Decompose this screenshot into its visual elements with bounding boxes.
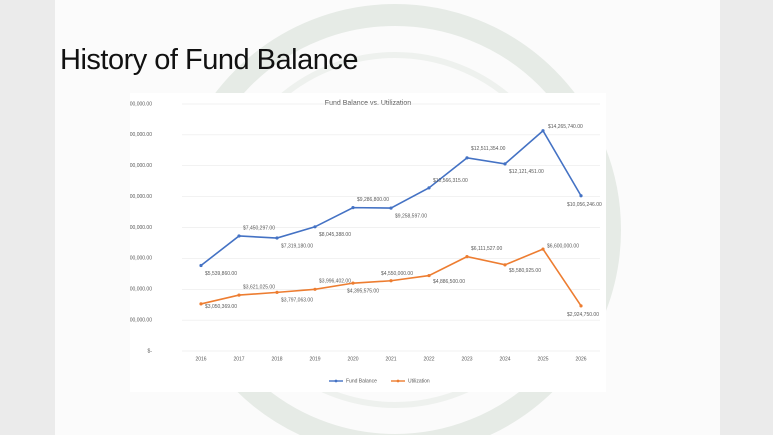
x-tick-label: 2020 (347, 356, 358, 362)
legend-label: Utilization (408, 378, 430, 384)
data-label: $7,319,180.00 (281, 243, 313, 249)
x-tick-label: 2019 (309, 356, 320, 362)
data-label: $4,395,575.00 (347, 288, 379, 294)
point (237, 293, 241, 297)
y-tick-label: $4,000,000.00 (130, 287, 152, 293)
point (351, 281, 355, 285)
data-label: $3,996,402.00 (319, 279, 351, 285)
data-label: $4,886,500.00 (433, 279, 465, 285)
legend-marker (334, 379, 338, 383)
y-tick-label: $12,000,000.00 (130, 163, 152, 169)
point (389, 206, 393, 210)
point (199, 263, 203, 268)
point (503, 162, 507, 166)
point (465, 156, 469, 160)
data-label: $9,258,597.00 (395, 213, 427, 219)
y-tick-label: $2,000,000.00 (130, 317, 152, 323)
data-label: $3,621,025.00 (243, 284, 275, 290)
point (427, 186, 431, 190)
x-tick-label: 2018 (271, 356, 282, 362)
x-tick-label: 2021 (385, 356, 396, 362)
y-tick-label: $16,000,000.00 (130, 101, 152, 107)
data-label: $2,924,750.00 (567, 312, 599, 318)
data-label: $3,797,063.00 (281, 298, 313, 304)
point (427, 273, 431, 278)
point (579, 194, 583, 198)
data-label: $12,511,354.00 (471, 146, 506, 152)
y-tick-label: $8,000,000.00 (130, 225, 152, 231)
point (465, 255, 469, 259)
data-label: $7,450,297.00 (243, 225, 275, 231)
x-tick-label: 2024 (499, 356, 510, 362)
data-label: $10,566,315.00 (433, 178, 468, 184)
point (351, 206, 355, 210)
data-label: $3,050,369.00 (205, 304, 237, 310)
data-label: $8,045,388.00 (319, 232, 351, 238)
point (275, 290, 279, 294)
y-tick-label: $14,000,000.00 (130, 132, 152, 138)
legend-marker (396, 379, 400, 383)
data-label: $9,286,800.00 (357, 197, 389, 203)
x-tick-label: 2016 (195, 356, 206, 362)
data-label: $4,550,000.00 (381, 271, 413, 277)
chart-background (130, 93, 606, 392)
point (389, 279, 393, 283)
data-label: $12,121,451.00 (509, 169, 544, 175)
legend-label: Fund Balance (346, 378, 377, 384)
x-tick-label: 2026 (575, 356, 586, 362)
point (237, 234, 241, 238)
data-label: $10,056,246.00 (567, 202, 602, 208)
slide-title: History of Fund Balance (60, 44, 358, 76)
point (275, 236, 279, 240)
x-tick-label: 2023 (461, 356, 472, 362)
y-tick-label: $- (148, 348, 153, 354)
point (503, 263, 507, 267)
point (541, 247, 545, 251)
point (313, 225, 317, 229)
point (199, 302, 203, 306)
point (541, 129, 545, 133)
point (579, 304, 583, 308)
y-tick-label: $6,000,000.00 (130, 256, 152, 262)
data-label: $5,580,925.00 (509, 268, 541, 274)
chart-title: Fund Balance vs. Utilization (325, 100, 411, 107)
x-tick-label: 2022 (423, 356, 434, 362)
data-label: $6,111,527.00 (471, 246, 502, 252)
chart: Fund Balance vs. Utilization $- $2,000,00… (130, 93, 606, 392)
data-label: $5,539,860.00 (205, 271, 237, 277)
data-label: $14,265,740.00 (548, 124, 583, 130)
point (313, 287, 317, 291)
y-tick-label: $10,000,000.00 (130, 194, 152, 200)
x-tick-label: 2017 (233, 356, 244, 362)
x-tick-label: 2025 (537, 356, 548, 362)
data-label: $6,600,000.00 (547, 243, 579, 249)
